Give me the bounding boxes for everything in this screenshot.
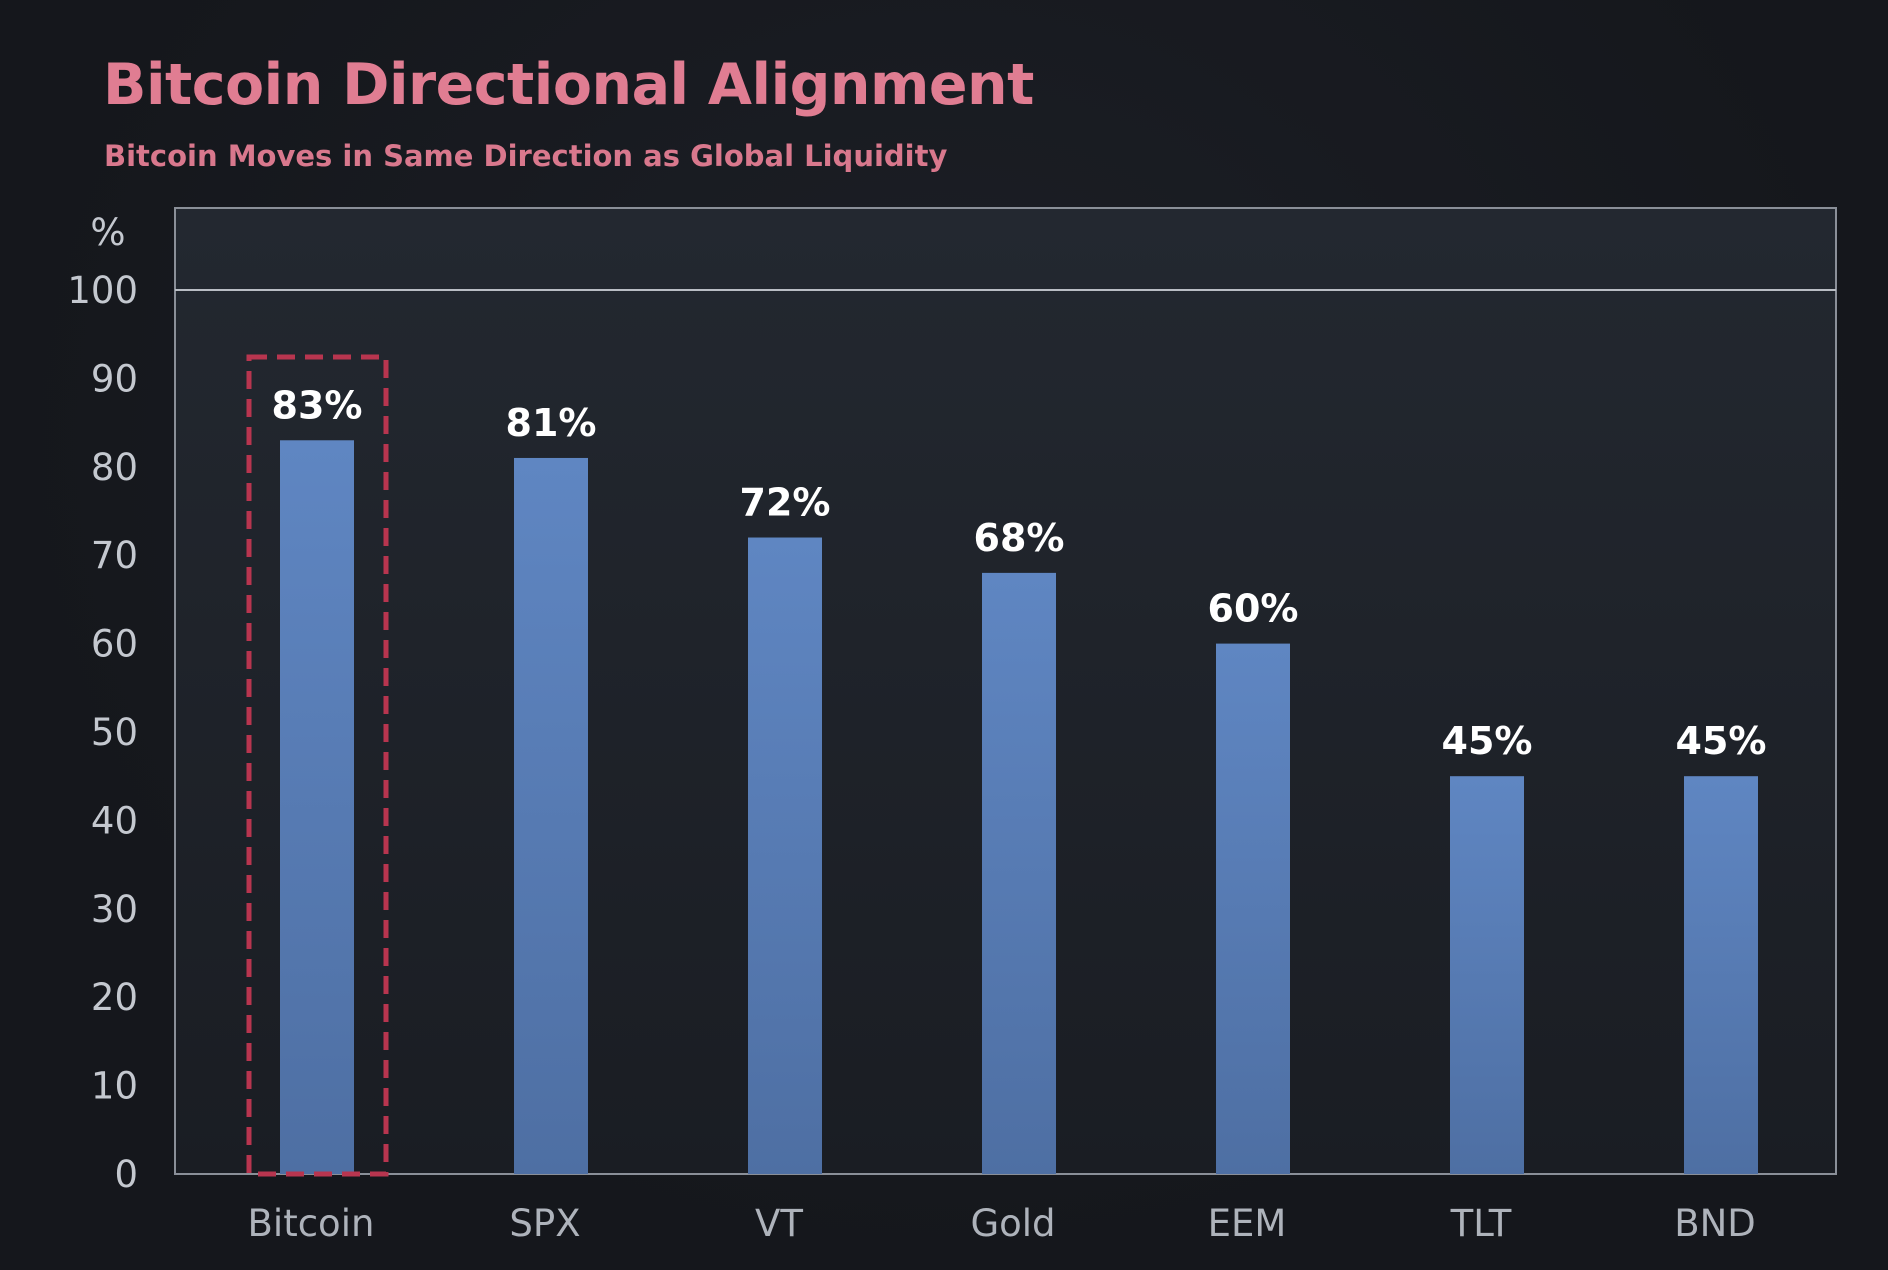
y-axis-unit-label: % [90,211,125,254]
bar-vt [748,537,822,1174]
x-tick-label-spx: SPX [509,1202,580,1245]
y-tick-label: 10 [91,1065,138,1108]
y-tick-label: 100 [67,269,138,312]
chart-subtitle: Bitcoin Moves in Same Direction as Globa… [104,139,948,173]
data-label-bnd: 45% [1676,719,1767,763]
y-tick-label: 20 [91,976,138,1019]
bar-eem [1216,643,1290,1174]
bar-spx [514,457,588,1175]
x-tick-label-eem: EEM [1208,1202,1287,1245]
data-label-bitcoin: 83% [272,383,363,427]
data-label-spx: 81% [506,401,597,445]
x-tick-label-bitcoin: Bitcoin [248,1202,375,1245]
x-tick-label-bnd: BND [1674,1202,1756,1245]
y-tick-label: 70 [91,534,138,577]
y-tick-label: 80 [91,446,138,489]
data-label-gold: 68% [974,516,1065,560]
data-label-eem: 60% [1208,587,1299,631]
y-tick-label: 30 [91,888,138,931]
y-tick-label: 40 [91,799,138,842]
x-tick-label-tlt: TLT [1450,1202,1512,1245]
y-tick-label: 50 [91,711,138,754]
bar-bnd [1684,776,1758,1174]
x-tick-label-gold: Gold [970,1202,1055,1245]
bar-gold [982,572,1056,1174]
x-tick-label-vt: VT [755,1202,803,1245]
y-tick-label: 0 [114,1153,138,1196]
data-label-tlt: 45% [1442,719,1533,763]
bar-tlt [1450,776,1524,1174]
y-tick-label: 90 [91,357,138,400]
highlight-outline-bitcoin [246,354,389,1177]
chart-title: Bitcoin Directional Alignment [103,52,1034,118]
data-label-vt: 72% [740,481,831,525]
y-tick-label: 60 [91,623,138,666]
bar-bitcoin [280,440,354,1174]
